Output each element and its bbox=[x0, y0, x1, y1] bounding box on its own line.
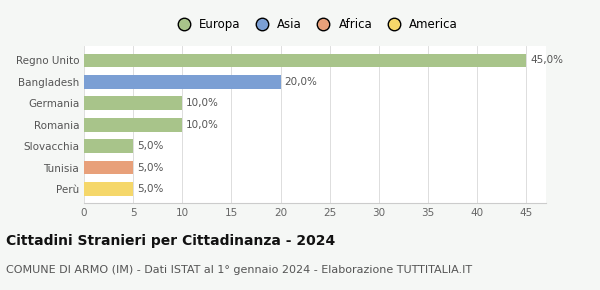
Text: 10,0%: 10,0% bbox=[186, 98, 219, 108]
Text: 5,0%: 5,0% bbox=[137, 184, 163, 194]
Bar bbox=[84, 75, 281, 89]
Bar bbox=[84, 161, 133, 175]
Text: 45,0%: 45,0% bbox=[530, 55, 563, 66]
Bar bbox=[84, 54, 526, 68]
Text: Cittadini Stranieri per Cittadinanza - 2024: Cittadini Stranieri per Cittadinanza - 2… bbox=[6, 234, 335, 248]
Text: 5,0%: 5,0% bbox=[137, 162, 163, 173]
Text: COMUNE DI ARMO (IM) - Dati ISTAT al 1° gennaio 2024 - Elaborazione TUTTITALIA.IT: COMUNE DI ARMO (IM) - Dati ISTAT al 1° g… bbox=[6, 264, 472, 275]
Legend: Europa, Asia, Africa, America: Europa, Asia, Africa, America bbox=[172, 18, 458, 31]
Bar bbox=[84, 118, 182, 132]
Text: 10,0%: 10,0% bbox=[186, 120, 219, 130]
Bar bbox=[84, 139, 133, 153]
Text: 5,0%: 5,0% bbox=[137, 141, 163, 151]
Bar bbox=[84, 182, 133, 196]
Bar bbox=[84, 96, 182, 110]
Text: 20,0%: 20,0% bbox=[284, 77, 317, 87]
